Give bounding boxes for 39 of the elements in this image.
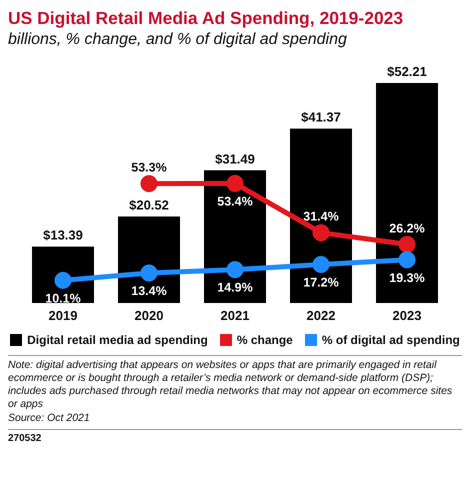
legend-label: % of digital ad spending — [322, 333, 460, 347]
source-note: Source: Oct 2021 — [8, 412, 91, 425]
data-label: 19.3% — [389, 270, 425, 285]
chart-subtitle: billions, % change, and % of digital ad spending — [8, 31, 348, 49]
point — [398, 251, 416, 268]
data-label: $31.49 — [215, 151, 255, 166]
data-label: $13.39 — [43, 228, 83, 243]
data-label: $20.52 — [129, 198, 169, 213]
x-tick-label: 2022 — [306, 308, 336, 324]
bar — [32, 246, 94, 303]
point — [226, 174, 244, 192]
bar — [118, 216, 180, 303]
data-label: 26.2% — [389, 221, 425, 236]
data-label: $52.21 — [387, 64, 427, 79]
data-label: 13.4% — [131, 284, 167, 298]
data-label: 10.1% — [45, 291, 81, 306]
x-tick-label: 2021 — [220, 308, 250, 324]
point — [226, 261, 244, 278]
data-label: 53.3% — [131, 160, 167, 175]
x-tick-label: 2023 — [392, 308, 422, 324]
bar — [376, 83, 438, 303]
x-tick-label: 2020 — [134, 308, 164, 324]
point — [140, 175, 158, 192]
point — [312, 256, 330, 273]
data-label: 53.4% — [217, 194, 253, 208]
data-label: 17.2% — [303, 275, 339, 290]
chart-title: US Digital Retail Media Ad Spending, 2019-2023 — [8, 8, 404, 29]
point — [312, 224, 330, 242]
x-tick-label: 2019 — [48, 308, 78, 324]
point — [398, 236, 416, 253]
data-label: $41.37 — [301, 110, 341, 125]
point — [140, 264, 158, 282]
data-label: 14.9% — [217, 280, 253, 295]
bar — [290, 128, 352, 303]
text: 270532 — [8, 428, 462, 444]
legend-label: Digital retail media ad spending — [27, 333, 208, 347]
text: Note: digital advertising that appears on websites or apps that are primarily engaged in retail ecommerce or is bought through a retailer’s media network or demand-side platform (DSP); includes ads purchased through retail media networks that may not appear on ecommerce sites or apps — [8, 359, 454, 412]
legend-label: % change — [236, 333, 293, 347]
data-label: 31.4% — [303, 210, 339, 224]
